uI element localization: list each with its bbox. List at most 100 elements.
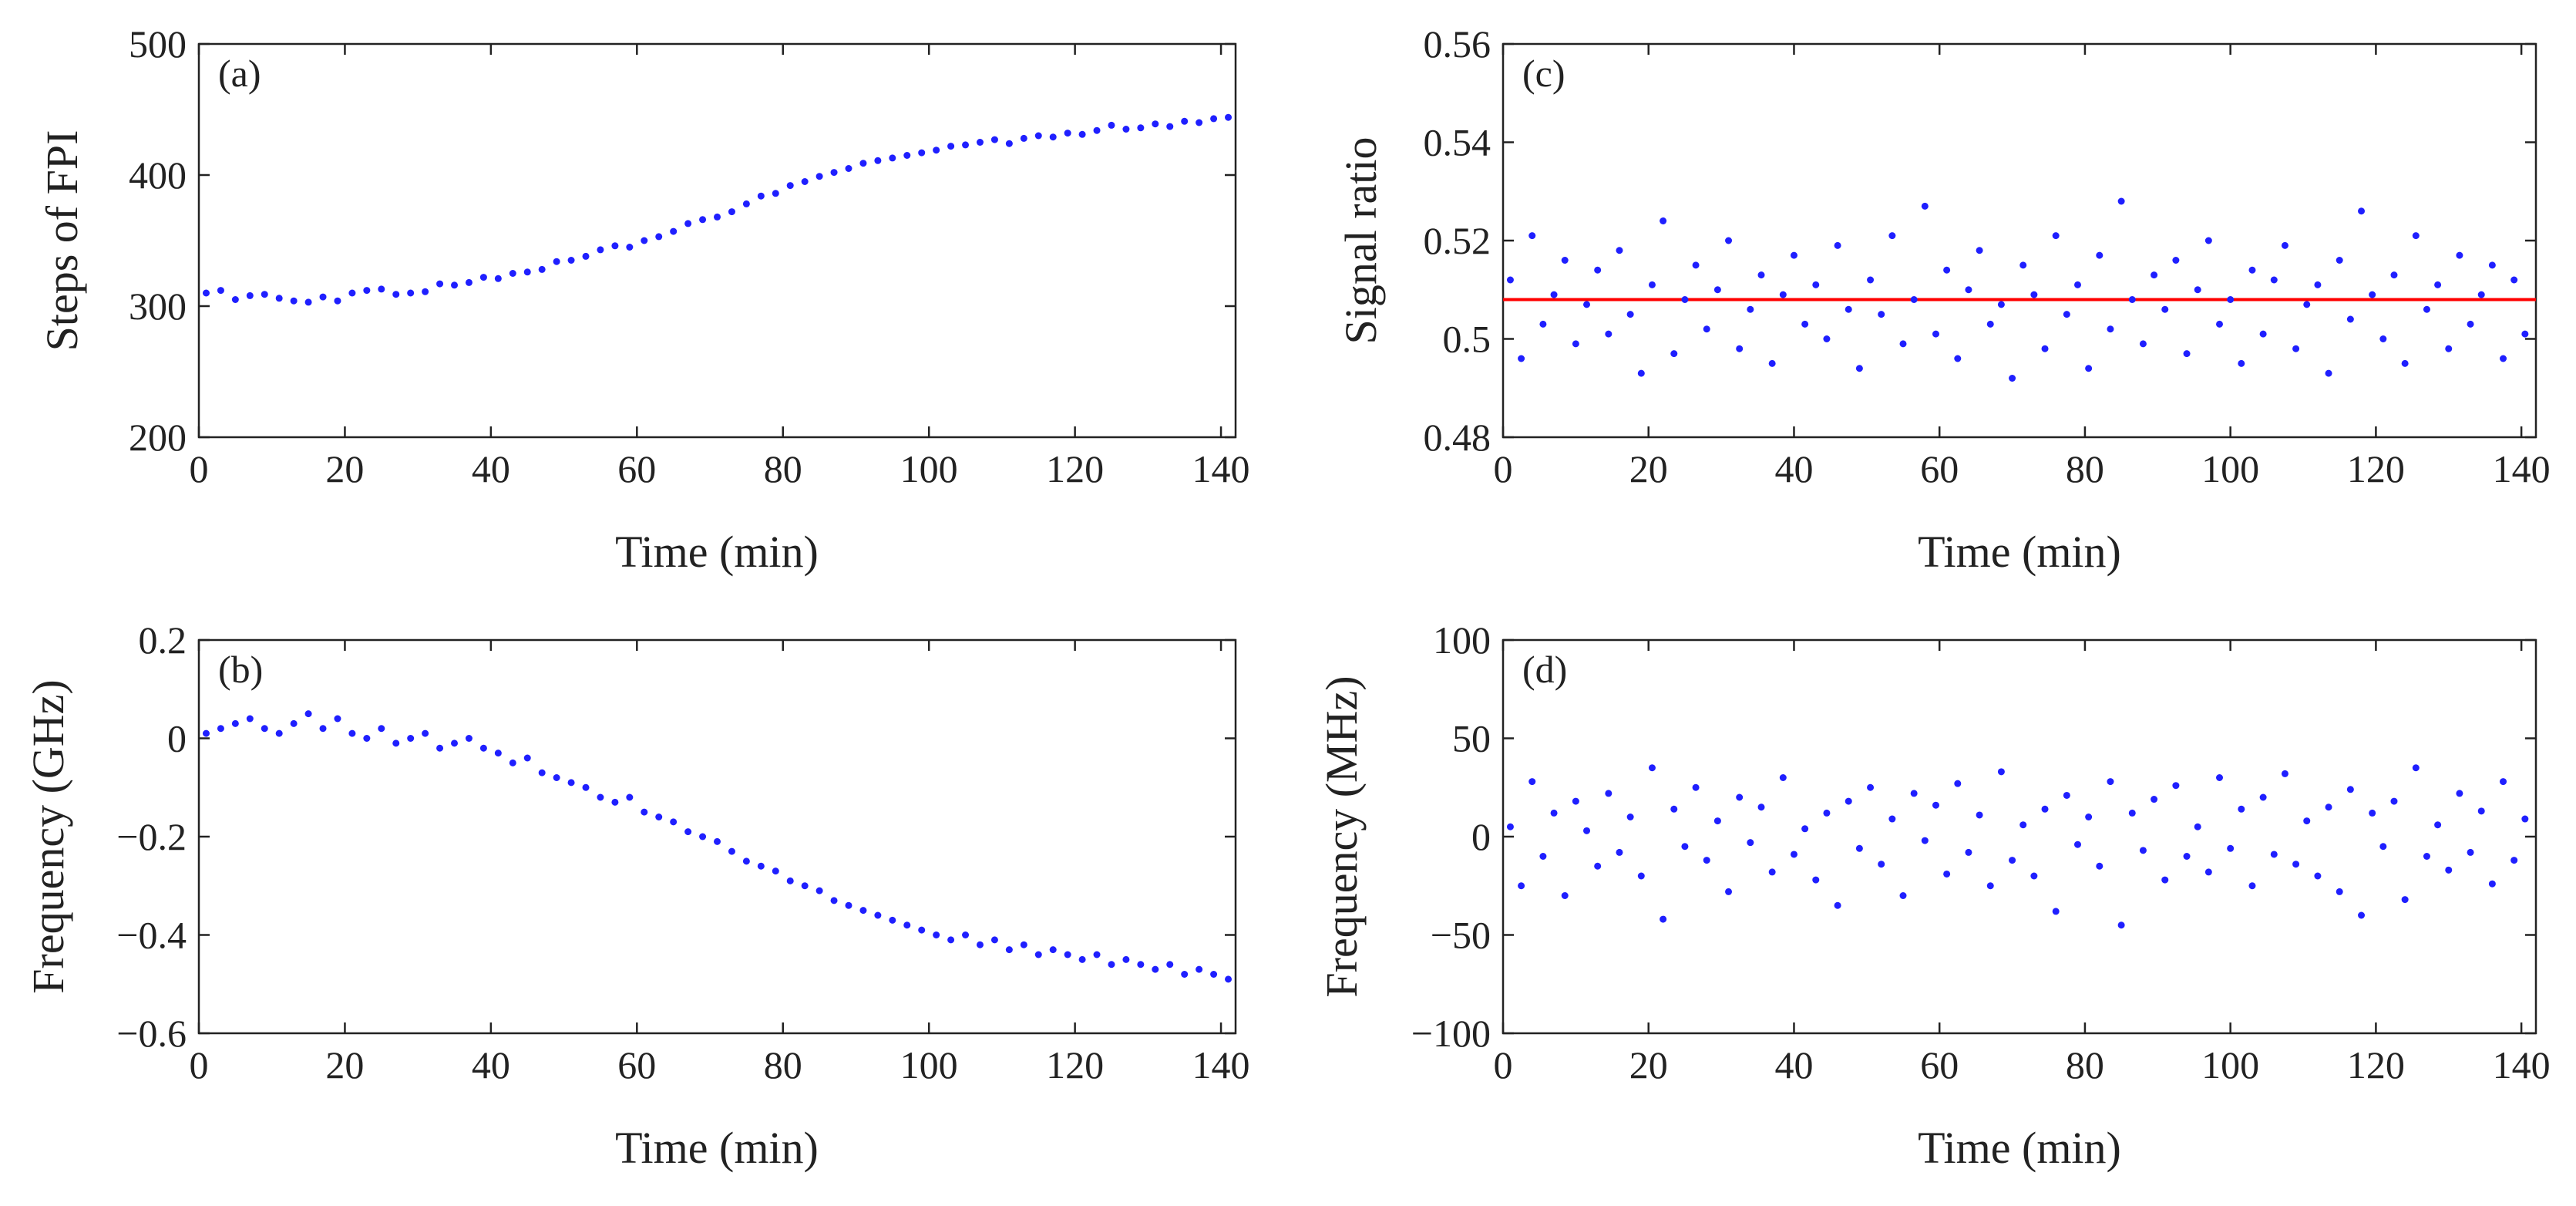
data-point [903, 921, 911, 929]
data-point [1757, 803, 1765, 811]
data-point [830, 897, 838, 904]
data-point [1539, 853, 1547, 860]
data-point [1049, 946, 1057, 954]
data-point [523, 754, 531, 762]
data-point [1823, 809, 1831, 817]
data-point [2172, 257, 2180, 264]
data-point [1137, 124, 1145, 132]
y-tick-label: 0.54 [1424, 121, 1491, 164]
x-tick-label: 20 [1629, 447, 1668, 490]
data-point [714, 837, 721, 845]
data-point [217, 287, 224, 295]
data-point [1954, 780, 1962, 787]
data-point [2336, 257, 2343, 264]
plot-frame [197, 42, 1237, 439]
data-point [2030, 291, 2038, 298]
data-point [947, 143, 955, 150]
data-point [2259, 793, 2267, 801]
data-point [2456, 251, 2463, 259]
data-point [874, 157, 882, 164]
data-point [1626, 814, 1634, 820]
data-point [1064, 951, 1071, 958]
data-point [2303, 301, 2311, 308]
data-point [509, 270, 516, 277]
data-point [1506, 823, 1514, 830]
data-point [363, 735, 371, 742]
data-point [1528, 778, 1536, 786]
data-point [2292, 861, 2300, 868]
data-point [1812, 876, 1820, 884]
data-point [1550, 809, 1558, 817]
data-point [2369, 809, 2376, 817]
data-point [772, 190, 779, 197]
data-point [1867, 276, 1875, 284]
data-point [1747, 305, 1754, 313]
data-point [2238, 805, 2245, 813]
data-point [772, 867, 779, 875]
data-point [1757, 271, 1765, 279]
data-point [2467, 848, 2474, 856]
data-point [2128, 809, 2136, 817]
x-tick-label: 100 [900, 1043, 958, 1086]
data-point [757, 862, 765, 870]
data-point [786, 877, 794, 884]
data-point [2019, 261, 2027, 269]
data-point [1932, 330, 1939, 338]
x-tick-label: 20 [1629, 1043, 1668, 1086]
data-point [947, 936, 955, 944]
data-point [2161, 876, 2169, 884]
data-point [479, 744, 487, 752]
data-point [2204, 237, 2212, 244]
x-tick-label: 60 [617, 1043, 656, 1086]
data-point [2434, 281, 2442, 288]
data-point [1845, 305, 1852, 313]
data-point [1583, 301, 1591, 308]
data-point [1561, 257, 1569, 264]
x-tick-label: 80 [764, 447, 802, 490]
data-point [1152, 965, 1159, 973]
panel-b: (b) Time (min) Frequency (GHz) 0 20 40 60 80… [23, 618, 1250, 1173]
data-point [1910, 296, 1918, 303]
data-point [582, 783, 590, 791]
y-tick-label: 0.48 [1424, 416, 1491, 459]
data-point [2401, 896, 2409, 904]
data-point [1181, 117, 1189, 125]
data-point [1725, 237, 1733, 244]
y-tick-label: 400 [129, 153, 187, 197]
data-point [1932, 801, 1939, 809]
x-tick-label: 80 [2066, 447, 2104, 490]
panel-label: (c) [1522, 52, 1565, 95]
data-point [1899, 340, 1907, 348]
data-point [626, 793, 634, 801]
data-point [1166, 961, 1174, 969]
data-point [1064, 130, 1071, 137]
data-point [407, 289, 415, 297]
data-point [1976, 247, 1983, 254]
data-point [1108, 961, 1115, 969]
data-point [1965, 286, 1972, 294]
data-point [275, 729, 283, 737]
data-point [1997, 768, 2005, 776]
data-point [2107, 778, 2114, 786]
data-point [479, 274, 487, 281]
data-point [1986, 882, 1994, 890]
data-point [2379, 335, 2387, 342]
x-axis-title: Time (min) [615, 527, 819, 577]
data-point [2336, 888, 2343, 895]
x-axis-title: Time (min) [1918, 1123, 2121, 1173]
data-point [567, 257, 575, 264]
data-point [2488, 261, 2496, 269]
data-point [2096, 862, 2104, 870]
data-point [2270, 276, 2278, 284]
data-point [2041, 805, 2049, 813]
axis-ticks: 0 20 40 60 80 100 120 140 0.48 0.5 0.52 0.54 0.56 [1424, 22, 2551, 490]
data-point [1779, 774, 1787, 781]
data-point [1225, 975, 1233, 983]
data-point [1899, 892, 1907, 899]
data-point [2369, 291, 2376, 298]
data-point [2521, 815, 2529, 823]
data-point [641, 808, 648, 816]
data-point [2445, 345, 2453, 352]
data-point [1954, 355, 1962, 362]
data-point [1616, 247, 1623, 254]
